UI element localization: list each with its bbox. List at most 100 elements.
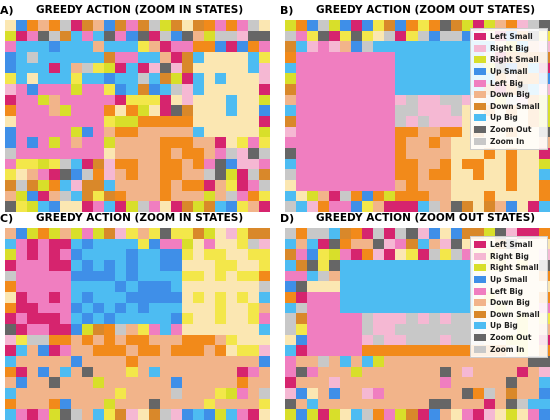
heatmap-cell [214,356,226,367]
heatmap-cell [93,292,105,303]
heatmap-cell [115,137,127,148]
heatmap-cell [115,148,127,159]
heatmap-cell [93,366,105,378]
heatmap-cell [126,345,138,356]
heatmap-cell [115,52,127,63]
heatmap-cell [5,201,17,212]
heatmap-cell [318,73,330,84]
heatmap-cell [192,292,204,303]
heatmap-cell [247,105,259,116]
heatmap-cell [285,84,297,95]
heatmap-cell [181,366,193,378]
heatmap-cell [527,169,539,180]
heatmap-cell [49,356,61,367]
heatmap-cell [247,180,259,191]
heatmap-cell [27,324,39,335]
heatmap-cell [450,302,462,314]
heatmap-cell [203,249,215,260]
heatmap-cell [483,201,495,212]
heatmap-cell [60,281,72,292]
heatmap-cell [71,302,83,314]
heatmap-cell [203,324,215,335]
heatmap-cell [428,180,440,191]
heatmap-cell [214,345,226,356]
heatmap-cell [285,201,297,212]
heatmap-cell [258,313,270,324]
heatmap-cell [362,201,374,212]
heatmap-cell [307,20,319,31]
legend-swatch [474,137,486,145]
heatmap-cell [192,169,204,180]
heatmap-cell [236,228,248,239]
heatmap-cell [362,180,374,191]
heatmap-cell [439,334,451,346]
heatmap-cell [38,228,50,239]
heatmap-cell [225,105,237,116]
heatmap-cell [225,116,237,127]
heatmap-cell [82,398,94,410]
heatmap-cell [307,52,319,63]
legend-swatch [474,126,486,134]
heatmap-cell [60,190,72,202]
heatmap-cell [159,388,171,399]
heatmap-cell [236,180,248,191]
heatmap-cell [225,409,237,420]
heatmap-cell [159,169,171,180]
heatmap-cell [49,398,61,410]
heatmap-cell [115,238,127,250]
heatmap-cell [505,398,517,410]
heatmap-cell [126,377,138,388]
heatmap-cell [340,366,352,378]
heatmap-cell [137,366,149,378]
heatmap-cell [27,356,39,367]
heatmap-cell [318,20,330,31]
heatmap-cell [516,169,528,180]
heatmap-cell [71,292,83,303]
heatmap-cell [417,334,429,346]
heatmap-cell [71,180,83,191]
heatmap-cell [148,398,160,410]
heatmap-cell [384,313,396,324]
heatmap-cell [148,73,160,84]
heatmap-cell [384,73,396,84]
heatmap-cell [494,20,506,31]
heatmap-cell [126,324,138,335]
heatmap-cell [16,94,28,106]
heatmap-cell [82,41,94,52]
heatmap-cell [395,292,407,303]
heatmap-cell [126,52,138,63]
heatmap-cell [406,190,418,202]
heatmap-cell [148,324,160,335]
legend-label: Right Big [490,43,529,53]
heatmap-cell [192,270,204,282]
heatmap-cell [362,377,374,388]
heatmap-cell [384,281,396,292]
heatmap-cell [285,228,297,239]
heatmap-cell [307,158,319,170]
heatmap-cell [351,180,363,191]
heatmap-cell [38,180,50,191]
heatmap-cell [439,201,451,212]
heatmap-cell [16,62,28,74]
heatmap-cell [439,377,451,388]
heatmap-cell [351,62,363,74]
heatmap-cell [247,228,259,239]
heatmap-cell [5,84,17,95]
heatmap-cell [362,169,374,180]
heatmap-cell [126,302,138,314]
heatmap-cell [16,52,28,63]
heatmap-cell [428,302,440,314]
heatmap-cell [494,228,506,239]
heatmap-cell [148,201,160,212]
heatmap-cell [373,30,385,42]
heatmap-cell [329,302,341,314]
heatmap-cell [505,201,517,212]
heatmap-cell [296,30,308,42]
heatmap-cell [71,52,83,63]
heatmap-cell [527,190,539,202]
heatmap-cell [104,409,116,420]
heatmap-cell [285,292,297,303]
heatmap-cell [439,260,451,271]
heatmap-cell [247,324,259,335]
heatmap-cell [71,281,83,292]
